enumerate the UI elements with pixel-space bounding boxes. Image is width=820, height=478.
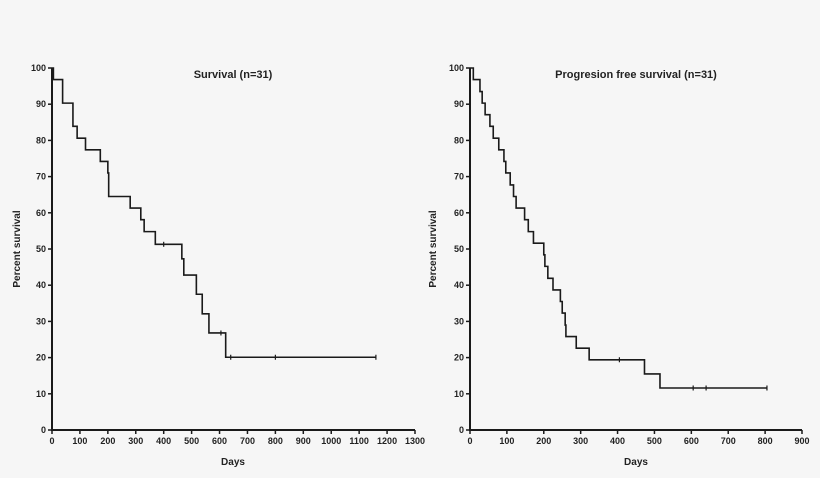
- x-tick-label: 700: [721, 436, 736, 446]
- y-tick-label: 90: [36, 99, 46, 109]
- x-tick-label: 700: [240, 436, 255, 446]
- y-tick-label: 70: [454, 172, 464, 182]
- y-tick-label: 0: [41, 425, 46, 435]
- x-tick-label: 800: [268, 436, 283, 446]
- y-tick-label: 10: [454, 389, 464, 399]
- x-tick-label: 600: [684, 436, 699, 446]
- x-tick-label: 800: [758, 436, 773, 446]
- chart-title: Survival (n=31): [194, 69, 273, 81]
- x-tick-label: 1000: [321, 436, 341, 446]
- x-tick-label: 1200: [377, 436, 397, 446]
- y-tick-label: 40: [36, 280, 46, 290]
- x-tick-label: 900: [296, 436, 311, 446]
- x-tick-label: 0: [49, 436, 54, 446]
- y-tick-label: 90: [454, 99, 464, 109]
- x-tick-label: 1300: [405, 436, 425, 446]
- y-tick-label: 80: [36, 135, 46, 145]
- y-tick-label: 60: [36, 208, 46, 218]
- survival-curve: [470, 67, 767, 389]
- chart-title: Progresion free survival (n=31): [555, 69, 717, 81]
- x-tick-label: 200: [536, 436, 551, 446]
- y-tick-label: 0: [459, 425, 464, 435]
- x-tick-label: 400: [610, 436, 625, 446]
- x-tick-label: 300: [573, 436, 588, 446]
- y-tick-label: 10: [36, 389, 46, 399]
- y-axis-title: Percent survival: [428, 210, 439, 287]
- x-tick-label: 900: [794, 436, 809, 446]
- y-tick-label: 80: [454, 135, 464, 145]
- x-axis-title: Days: [624, 457, 648, 468]
- x-tick-label: 1100: [349, 436, 369, 446]
- y-tick-label: 30: [454, 316, 464, 326]
- survival-chart: Survival (n=31) Days Percent survival 0 1…: [12, 63, 425, 468]
- x-tick-label: 200: [100, 436, 115, 446]
- y-tick-label: 30: [36, 316, 46, 326]
- y-tick-label: 20: [36, 353, 46, 363]
- progression-free-survival-chart: Progresion free survival (n=31) Days Per…: [428, 63, 810, 468]
- y-tick-label: 50: [36, 244, 46, 254]
- x-tick-label: 500: [647, 436, 662, 446]
- y-tick-label: 40: [454, 280, 464, 290]
- y-tick-label: 60: [454, 208, 464, 218]
- y-tick-label: 100: [31, 63, 46, 73]
- x-tick-label: 600: [212, 436, 227, 446]
- y-tick-label: 100: [449, 63, 464, 73]
- x-tick-label: 100: [72, 436, 87, 446]
- x-tick-label: 100: [499, 436, 514, 446]
- x-axis-title: Days: [221, 457, 245, 468]
- y-tick-label: 70: [36, 172, 46, 182]
- y-tick-label: 50: [454, 244, 464, 254]
- x-tick-label: 0: [467, 436, 472, 446]
- x-tick-label: 400: [156, 436, 171, 446]
- y-tick-label: 20: [454, 353, 464, 363]
- x-tick-label: 500: [184, 436, 199, 446]
- x-tick-label: 300: [128, 436, 143, 446]
- y-axis-title: Percent survival: [12, 210, 23, 287]
- survival-curve: [52, 67, 376, 359]
